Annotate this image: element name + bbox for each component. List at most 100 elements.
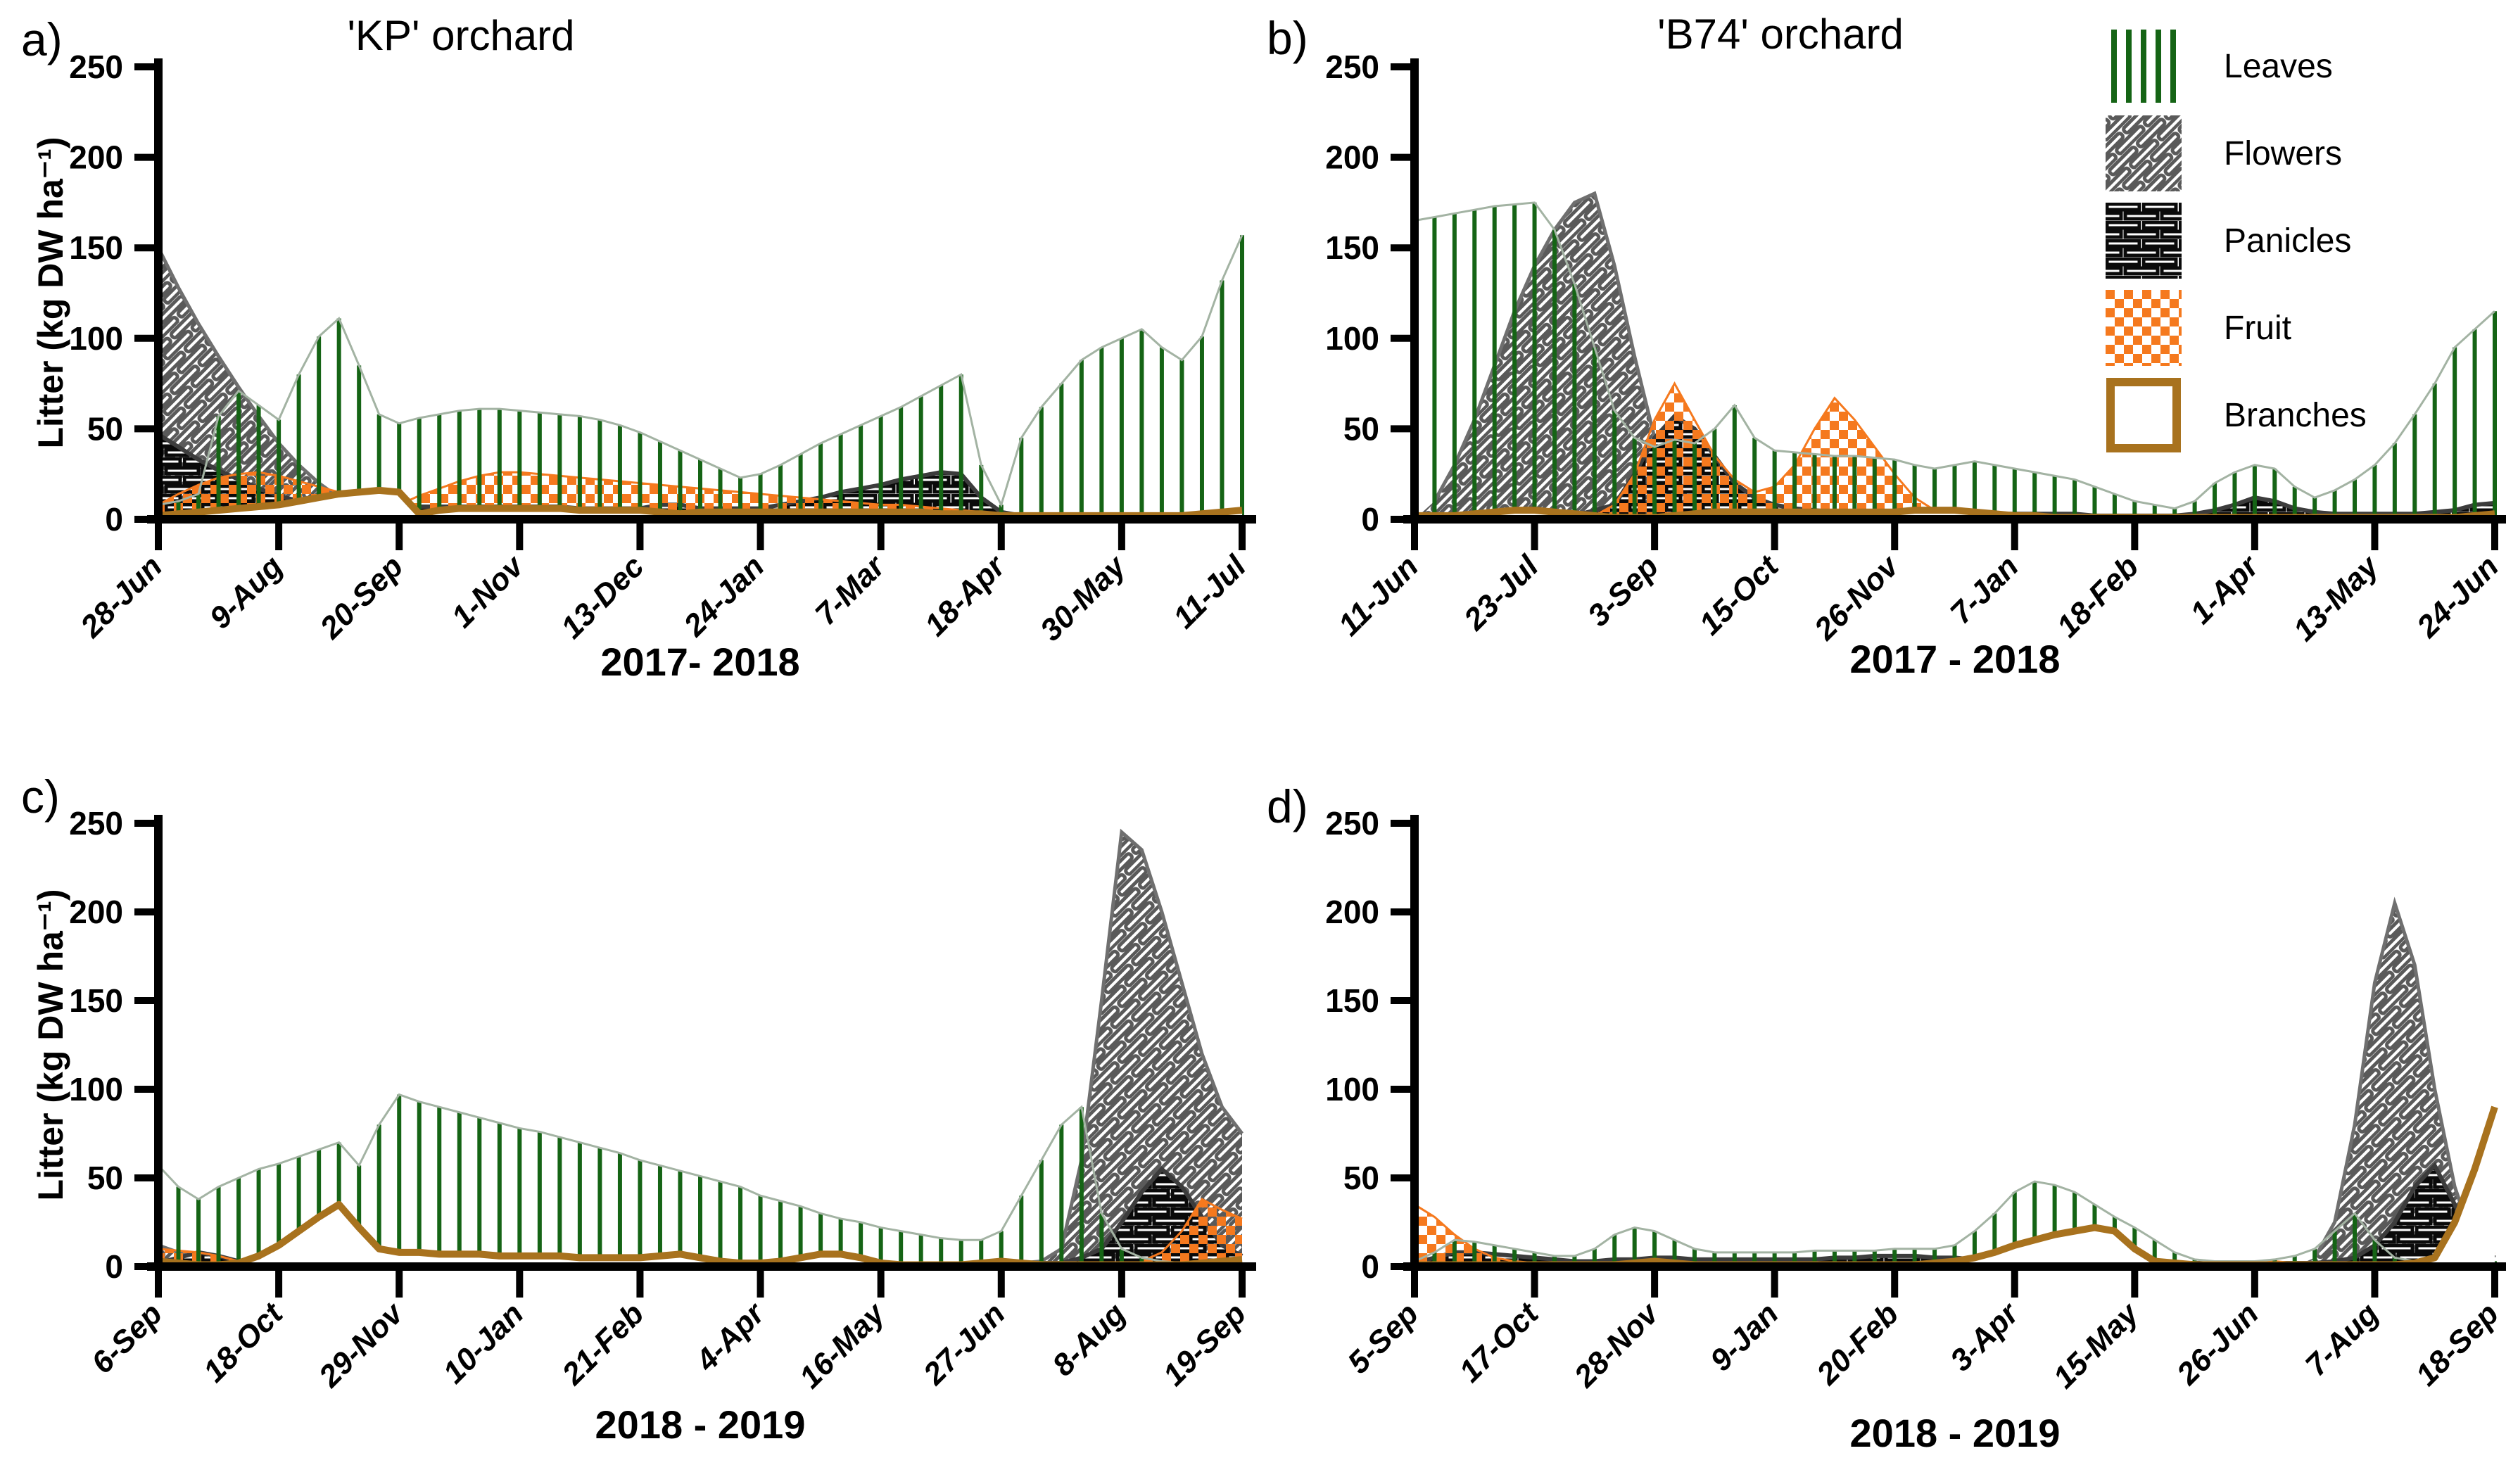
y-tick-label: 200 (69, 894, 123, 930)
legend: Leaves Flowers Panicles Fruit Branches (2106, 28, 2367, 453)
panicles-area (1415, 1165, 2495, 1267)
leaves-swatch-icon (2111, 30, 2176, 103)
x-tick-label: 28-Nov (1567, 1295, 1666, 1395)
panel-b-title: 'B74' orchard (1657, 11, 1904, 58)
panel-a-title: 'KP' orchard (347, 12, 575, 59)
x-tick-label: 23-Jul (1457, 549, 1545, 638)
y-tick-label: 150 (69, 982, 123, 1019)
fruit-top-edge (1141, 1198, 1243, 1262)
x-tick-label: 18-Oct (197, 1295, 291, 1389)
legend-item-label: Flowers (2224, 134, 2343, 172)
legend-item-flowers: Flowers (2106, 115, 2367, 191)
x-tick-label: 21-Feb (555, 1296, 651, 1392)
x-tick-label: 27-Jun (916, 1296, 1012, 1392)
legend-item-branches: Branches (2106, 377, 2367, 453)
x-tick-label: 7-Mar (809, 547, 893, 632)
leaves-top-edge (158, 234, 1243, 508)
y-tick-label: 200 (69, 139, 123, 176)
x-tick-label: 7-Jan (1944, 549, 2025, 630)
x-tick-label: 19-Sep (1156, 1296, 1253, 1393)
flowers-area (1415, 194, 2495, 519)
branches-swatch-icon (2106, 378, 2181, 452)
x-tick-label: 1-Nov (445, 548, 531, 635)
y-tick-label: 0 (105, 501, 123, 538)
x-tick-label: 26-Jun (2170, 1296, 2265, 1392)
legend-item-label: Panicles (2224, 222, 2352, 260)
x-tick-label: 11-Jun (1331, 549, 1425, 642)
y-tick-label: 250 (69, 49, 123, 85)
y-tick-label: 200 (1325, 894, 1379, 930)
x-tick-label: 13-May (2286, 548, 2386, 648)
x-tick-label: 24-Jun (2410, 549, 2505, 645)
flowers-swatch-icon (2106, 115, 2182, 191)
panicles-area (158, 1169, 1242, 1267)
fruit-swatch-icon (2106, 290, 2182, 366)
y-tick-label: 0 (105, 1248, 123, 1285)
panel-a-season-caption: 2017- 2018 (600, 640, 800, 684)
legend-item-label: Branches (2224, 396, 2367, 434)
x-tick-label: 5-Sep (1341, 1296, 1425, 1380)
x-tick-label: 17-Oct (1453, 1295, 1546, 1389)
panel-b-letter: b) (1267, 12, 1308, 64)
branches-area (158, 1204, 1242, 1267)
x-tick-label: 28-Jun (73, 549, 169, 645)
x-tick-label: 15-May (2046, 1295, 2146, 1395)
y-axis-title-bottom: Litter (kg DW ha⁻¹) (31, 889, 70, 1201)
y-axis-title-top: Litter (kg DW ha⁻¹) (31, 137, 70, 449)
legend-item-label: Leaves (2224, 47, 2333, 85)
x-tick-label: 26-Nov (1807, 548, 1906, 647)
x-tick-label: 29-Nov (312, 1295, 411, 1395)
x-tick-label: 13-Dec (555, 549, 651, 645)
y-tick-label: 50 (87, 1160, 123, 1196)
x-tick-label: 18-Feb (2050, 549, 2145, 644)
panel-b-season-caption: 2017 - 2018 (1849, 637, 2061, 681)
panicles-swatch-icon (2106, 203, 2182, 279)
y-tick-label: 150 (1325, 229, 1379, 266)
x-tick-label: 7-Aug (2299, 1296, 2386, 1383)
x-tick-label: 9-Aug (203, 549, 289, 635)
leaves-top-edge (157, 1093, 1242, 1264)
flowers-area (1415, 903, 2495, 1267)
x-tick-label: 20-Feb (1810, 1296, 1906, 1392)
y-tick-label: 100 (1325, 320, 1379, 357)
y-tick-label: 50 (87, 410, 123, 447)
panel-c: 0 50 100 150 200 250 6-Sep 18-Oct 29-Nov 10-Jan 21… (69, 805, 1256, 1395)
x-tick-label: 3-Sep (1581, 549, 1665, 633)
y-tick-label: 250 (1325, 805, 1379, 842)
x-tick-label: 18-Apr (918, 547, 1013, 642)
fruit-top-edge (158, 471, 1022, 519)
y-tick-label: 100 (69, 1071, 123, 1108)
y-tick-label: 0 (1361, 501, 1379, 538)
leaves-top-edge (1414, 201, 2496, 510)
legend-item-fruit: Fruit (2106, 290, 2367, 366)
x-tick-label: 30-May (1034, 548, 1134, 648)
x-tick-label: 3-Apr (1944, 1295, 2027, 1378)
panel-a-letter: a) (21, 13, 63, 65)
x-tick-label: 24-Jan (677, 549, 771, 643)
y-tick-label: 200 (1325, 139, 1379, 176)
panicles-area (158, 434, 1242, 519)
panel-c-letter: c) (21, 770, 60, 823)
x-tick-label: 15-Oct (1692, 548, 1786, 642)
x-tick-label: 6-Sep (85, 1296, 169, 1380)
x-tick-label: 20-Sep (313, 549, 410, 645)
y-tick-label: 250 (69, 805, 123, 842)
legend-item-leaves: Leaves (2106, 28, 2367, 104)
y-tick-label: 100 (1325, 1071, 1379, 1108)
y-tick-label: 0 (1361, 1248, 1379, 1285)
leaves-top-edge (1414, 1180, 2495, 1262)
y-tick-label: 250 (1325, 49, 1379, 85)
panel-d-season-caption: 2018 - 2019 (1849, 1411, 2061, 1455)
legend-item-panicles: Panicles (2106, 203, 2367, 279)
y-tick-label: 150 (1325, 982, 1379, 1019)
y-tick-label: 150 (69, 229, 123, 266)
x-tick-label: 10-Jan (436, 1296, 530, 1390)
y-tick-label: 100 (69, 320, 123, 357)
panel-d-letter: d) (1267, 780, 1308, 832)
x-tick-label: 11-Jul (1167, 549, 1253, 635)
panel-d: 0 50 100 150 200 250 5-Sep 17-Oct 28-Nov 9-Jan 20-… (1325, 805, 2506, 1395)
leaves-series (156, 234, 1244, 519)
y-tick-label: 50 (1343, 410, 1379, 447)
